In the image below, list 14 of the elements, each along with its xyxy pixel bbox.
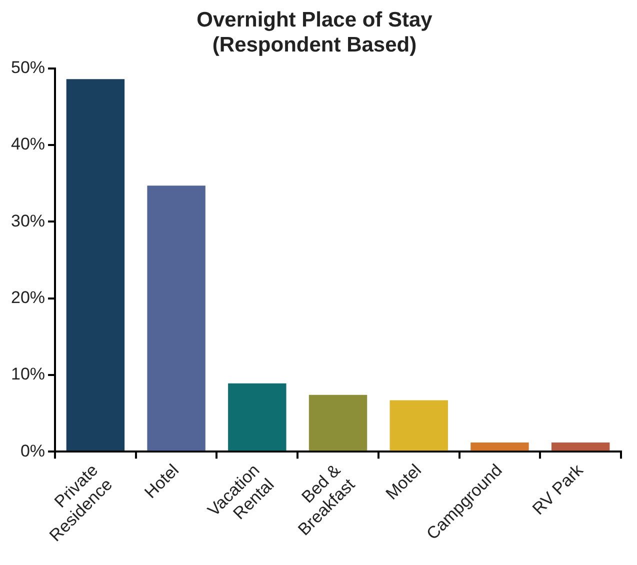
y-tick-label: 40%	[10, 134, 46, 154]
bar	[228, 383, 286, 451]
y-tick-label: 50%	[10, 58, 46, 78]
y-tick-label: 10%	[10, 364, 46, 384]
bar	[66, 79, 125, 451]
y-tick-label: 20%	[10, 288, 46, 308]
bar	[551, 442, 610, 451]
bar	[308, 394, 368, 451]
y-tick-label: 30%	[10, 211, 46, 230]
bar	[470, 442, 529, 451]
chart-title: Overnight Place of Stay (Respondent Based)	[196, 8, 433, 57]
bar	[390, 400, 448, 451]
y-tick-label: 0%	[20, 441, 46, 460]
bar	[147, 186, 206, 451]
